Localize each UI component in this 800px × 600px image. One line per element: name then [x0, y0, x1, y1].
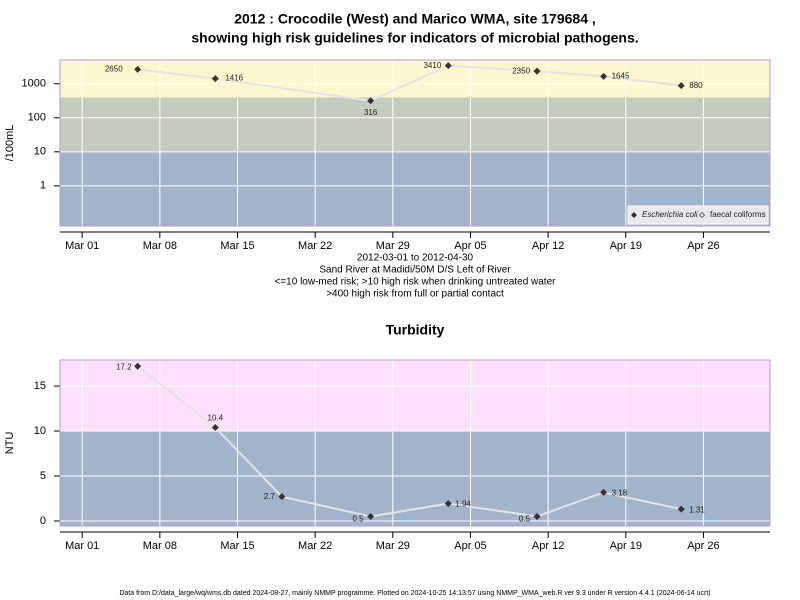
x-tick-label: Mar 08: [143, 540, 177, 552]
plot-frame: [59, 359, 771, 527]
y-tick-label: 0: [40, 515, 46, 527]
risk-band: [60, 431, 770, 526]
chart-title: 2012 : Crocodile (West) and Marico WMA, …: [234, 11, 596, 27]
data-point: [677, 82, 685, 90]
chart-title: showing high risk guidelines for indicat…: [191, 30, 638, 46]
x-tick-label: Apr 12: [532, 540, 564, 552]
y-tick-label: 10: [34, 146, 46, 158]
y-tick-label: 5: [40, 470, 46, 482]
data-point: [134, 65, 142, 73]
data-label: 3410: [423, 61, 441, 70]
y-tick-label: 1000: [22, 78, 46, 90]
legend-marker: [631, 212, 637, 218]
data-point: [444, 500, 452, 508]
x-tick-label: Mar 15: [220, 240, 254, 252]
data-point: [278, 493, 286, 501]
data-label: 17.2: [116, 362, 132, 371]
x-tick-label: Mar 08: [143, 240, 177, 252]
x-tick-label: Apr 26: [687, 540, 719, 552]
data-point: [134, 362, 142, 370]
data-point: [600, 488, 608, 496]
legend-label: faecal coliforms: [710, 210, 766, 219]
series-line: [137, 365, 682, 518]
legend-marker: [699, 212, 705, 218]
data-point: [367, 512, 375, 520]
risk-band: [60, 97, 770, 152]
legend-box: [627, 205, 769, 225]
data-point: [444, 62, 452, 70]
data-label: 1416: [225, 74, 243, 83]
chart-title: Turbidity: [386, 322, 445, 338]
x-tick-label: Apr 12: [532, 240, 564, 252]
x-tick-label: Apr 19: [610, 240, 642, 252]
x-tick-label: Mar 01: [65, 240, 99, 252]
x-tick-label: Apr 26: [687, 240, 719, 252]
data-label: 0.5: [519, 515, 531, 524]
y-tick-label: 1: [40, 180, 46, 192]
risk-band: [60, 60, 770, 98]
note: <=10 low-med risk; >10 high risk when dr…: [275, 277, 557, 288]
x-tick-label: Apr 05: [454, 540, 486, 552]
legend: Escherichia coli faecal coliforms: [627, 205, 769, 225]
data-label: 0.5: [353, 515, 365, 524]
data-point: [677, 505, 685, 513]
y-axis-label: NTU: [4, 432, 16, 455]
y-tick-label: 100: [28, 112, 46, 124]
data-point: [211, 75, 219, 83]
footer: Data from D:/data_large/wq/wms.db dated …: [119, 590, 710, 597]
x-tick-label: Mar 29: [376, 540, 410, 552]
x-tick-label: Mar 22: [298, 540, 332, 552]
x-tick-label: Mar 22: [298, 240, 332, 252]
data-label: 2.7: [264, 492, 276, 501]
data-label: 1.94: [455, 500, 471, 509]
x-tick-label: Apr 19: [610, 540, 642, 552]
y-axis-label: /100mL: [4, 125, 16, 162]
x-tick-label: Mar 01: [65, 540, 99, 552]
risk-band: [60, 360, 770, 432]
data-point: [211, 423, 219, 431]
data-point: [533, 512, 541, 520]
data-point: [600, 72, 608, 80]
x-tick-label: Apr 05: [454, 240, 486, 252]
data-label: 2650: [105, 64, 123, 73]
data-label: 1.31: [689, 505, 705, 514]
data-point: [533, 67, 541, 75]
data-label: 316: [364, 108, 378, 117]
data-label: 880: [689, 81, 703, 90]
note: 2012-03-01 to 2012-04-30: [357, 253, 474, 264]
data-label: 10.4: [208, 414, 224, 423]
data-label: 3.18: [612, 488, 628, 497]
legend-label: Escherichia coli: [642, 210, 698, 219]
x-tick-label: Mar 15: [220, 540, 254, 552]
note: Sand River at Madidi/50M D/S Left of Riv…: [319, 265, 511, 276]
data-label: 1645: [612, 72, 630, 81]
x-tick-label: Mar 29: [376, 240, 410, 252]
plot-frame: [59, 59, 771, 227]
y-tick-label: 15: [34, 380, 46, 392]
note: >400 high risk from full or partial cont…: [326, 289, 504, 300]
data-label: 2350: [512, 66, 530, 75]
y-tick-label: 10: [34, 425, 46, 437]
data-point: [367, 97, 375, 105]
